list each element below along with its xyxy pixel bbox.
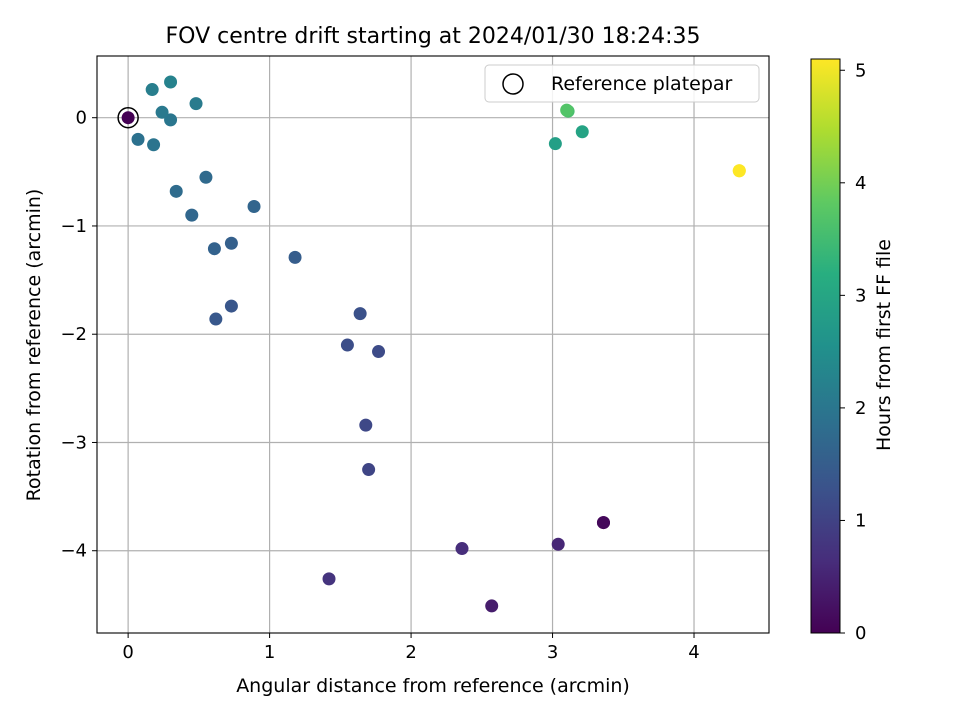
chart-title: FOV centre drift starting at 2024/01/30 … [166,24,701,49]
colorbar-tick-label: 2 [855,398,866,419]
colorbar-tick-label: 1 [855,510,866,531]
data-point [164,75,178,89]
data-point [322,572,336,586]
y-tick-label: −2 [60,324,87,345]
data-point [185,208,199,222]
data-point [372,345,386,359]
x-tick-label: 3 [547,642,558,663]
data-point [732,164,746,178]
y-tick-label: −1 [60,216,87,237]
data-point [209,312,223,326]
legend-box [484,64,760,103]
legend-marker-reference [502,73,524,95]
y-tick-label: −3 [60,432,87,453]
x-tick-label: 4 [688,642,699,663]
grid-lines [97,56,769,633]
colorbar-label: Hours from first FF file [873,239,895,451]
legend-entry-reference: Reference platepar [551,73,733,95]
data-point [340,338,354,352]
reference-point [121,111,135,125]
data-point [169,184,183,198]
data-point [548,137,562,151]
colorbar-gradient [810,58,841,634]
data-point [155,105,169,119]
colorbar-ticks: 0 1 2 3 4 5 [840,60,866,644]
data-points [117,75,746,613]
y-axis-ticks: 0 −1 −2 −3 −4 [60,108,97,562]
colorbar-tick-label: 5 [855,60,866,81]
data-point [224,299,238,313]
data-point [288,250,302,264]
data-point [362,463,376,477]
data-point [199,170,213,184]
reference-platepar-marker [117,106,139,129]
colorbar-tick-label: 3 [855,285,866,306]
data-point [455,542,469,556]
data-point [359,418,373,432]
legend: Reference platepar [484,64,760,103]
data-point [189,97,203,111]
data-point [596,516,610,530]
x-tick-label: 2 [405,642,416,663]
data-point [147,138,161,152]
data-point [247,199,261,213]
x-tick-label: 0 [122,642,133,663]
x-axis-ticks: 0 1 2 3 4 [122,633,700,663]
data-point [145,83,159,97]
colorbar-tick-label: 4 [855,173,866,194]
data-point [207,242,221,256]
colorbar: 0 1 2 3 4 5 Hours from first FF file [810,58,895,644]
y-tick-label: 0 [76,108,87,129]
data-point [560,103,574,117]
data-point [164,113,178,127]
data-point [353,307,367,321]
data-point [131,132,145,146]
data-point [551,537,565,551]
colorbar-tick-label: 0 [855,623,866,644]
y-tick-label: −4 [60,541,87,562]
x-tick-label: 1 [264,642,275,663]
data-point [224,236,238,250]
plot-frame [96,55,770,634]
data-point [485,599,499,613]
y-axis-label: Rotation from reference (arcmin) [23,189,45,502]
x-axis-label: Angular distance from reference (arcmin) [236,675,630,697]
data-point [575,125,589,139]
